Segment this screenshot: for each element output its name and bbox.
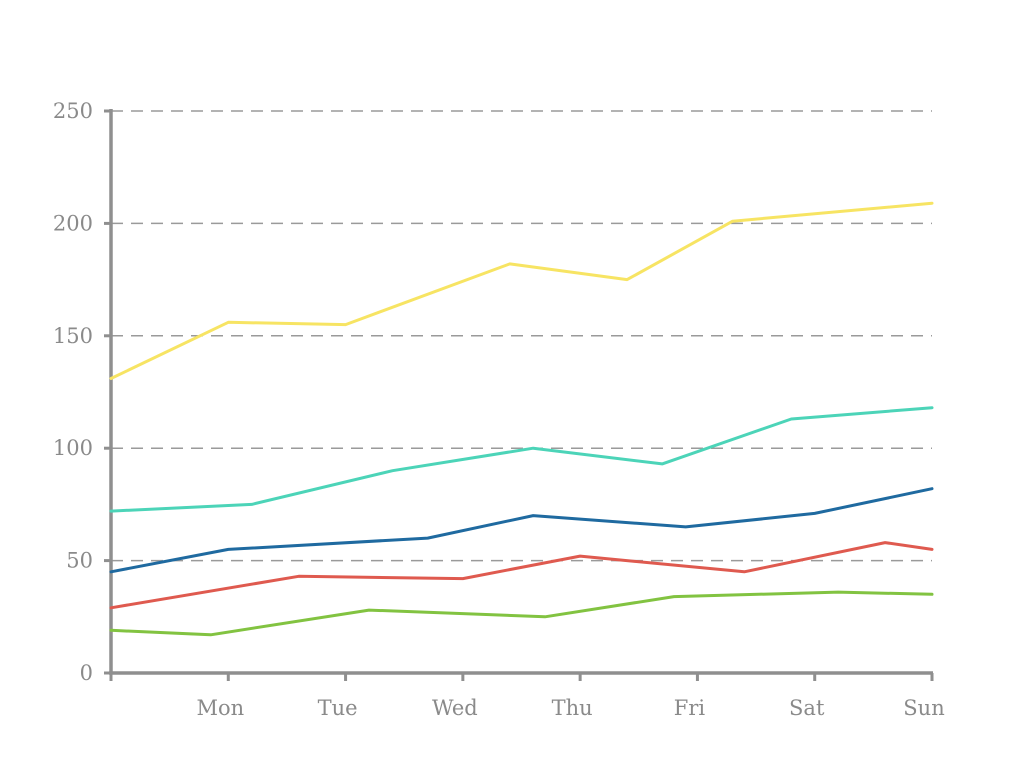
series-line-3 (109, 487, 934, 574)
x-tick-label-thu: Thu (552, 696, 593, 720)
y-tick-label: 200 (53, 211, 93, 235)
x-tick-label-wed: Wed (432, 696, 478, 720)
series-line-2 (109, 406, 934, 513)
series-line-5 (109, 590, 934, 637)
y-tick-label: 100 (53, 436, 93, 460)
y-tick-label: 0 (80, 661, 93, 685)
x-tick-label-sat: Sat (789, 696, 825, 720)
x-tick-label-mon: Mon (196, 696, 244, 720)
y-tick-label: 150 (53, 324, 93, 348)
x-tick-label-fri: Fri (674, 696, 706, 720)
x-tick-label-sun: Sun (903, 696, 944, 720)
series-line-1 (109, 201, 934, 380)
y-tick-label: 50 (66, 549, 93, 573)
series-line-4 (109, 541, 934, 610)
x-tick-label-tue: Tue (318, 696, 358, 720)
y-tick-label: 250 (53, 99, 93, 123)
